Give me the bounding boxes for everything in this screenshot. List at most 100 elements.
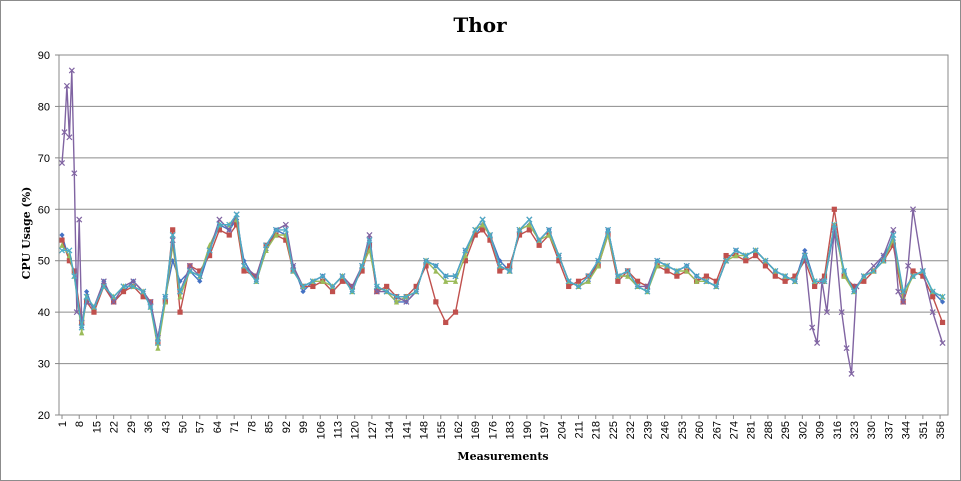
data-point [216, 216, 223, 223]
y-tick-label: 70 [38, 153, 50, 165]
data-point [566, 283, 572, 290]
data-point [792, 273, 798, 279]
x-tick-label: 169 [470, 421, 482, 439]
data-point [693, 273, 700, 280]
y-tick-label: 30 [38, 359, 50, 371]
series-5 [58, 211, 946, 347]
data-point [78, 324, 85, 331]
x-tick-label: 274 [728, 421, 740, 439]
x-tick-label: 232 [625, 421, 637, 439]
data-point [920, 273, 926, 279]
data-point [71, 268, 77, 274]
data-point [300, 288, 306, 295]
data-point [186, 267, 193, 275]
data-point [66, 258, 72, 264]
x-tick-label: 99 [298, 421, 310, 433]
data-point [910, 206, 917, 213]
axes: 20 30 40 50 60 70 80 90 1 8 15 22 29 36 43 50 57 64 71 78 85… [38, 50, 949, 439]
data-point [801, 252, 808, 259]
data-point [432, 262, 439, 269]
data-point [762, 257, 769, 264]
series-4 [58, 67, 946, 377]
data-point [526, 216, 533, 223]
data-point [585, 273, 592, 280]
x-tick-label: 351 [918, 421, 930, 439]
data-point [823, 309, 830, 316]
data-point [575, 283, 582, 290]
x-tick-label: 113 [332, 421, 344, 439]
data-point [545, 226, 553, 233]
data-point [890, 226, 897, 233]
y-tick-label: 40 [38, 307, 50, 319]
x-tick-label: 302 [797, 421, 809, 439]
data-point [762, 263, 769, 269]
data-point [838, 309, 845, 316]
data-point [526, 227, 532, 233]
data-point [282, 226, 289, 233]
data-point [812, 283, 818, 290]
data-point [536, 237, 543, 244]
data-point [177, 288, 184, 295]
data-point [479, 221, 486, 228]
data-point [821, 278, 828, 285]
data-point [614, 273, 621, 280]
data-point [233, 211, 240, 218]
data-point [186, 262, 193, 269]
data-point [575, 278, 582, 284]
data-point [753, 252, 759, 259]
x-tick-label: 134 [384, 421, 396, 439]
data-point [169, 231, 176, 239]
x-tick-label: 225 [608, 421, 620, 439]
data-point [516, 226, 523, 233]
data-point [413, 283, 419, 290]
data-point [177, 293, 183, 300]
x-tick-label: 253 [677, 421, 689, 439]
data-point [234, 222, 240, 228]
x-tick-label: 43 [160, 421, 172, 433]
data-point [536, 242, 542, 248]
data-point [733, 252, 739, 259]
data-point [743, 258, 749, 264]
y-tick-label: 20 [38, 410, 50, 422]
data-point [79, 329, 85, 336]
data-point [673, 267, 680, 275]
data-point [683, 262, 690, 269]
data-point [929, 288, 936, 295]
data-point [556, 258, 562, 264]
data-point [802, 247, 808, 254]
data-point [61, 129, 68, 136]
x-tick-label: 267 [711, 421, 723, 439]
y-axis-title: CPU Usage (%) [20, 187, 33, 280]
data-point [565, 278, 572, 285]
x-tick-label: 337 [883, 421, 895, 439]
x-tick-label: 85 [264, 421, 276, 433]
x-tick-label: 183 [505, 421, 517, 439]
x-tick-label: 1 [57, 421, 69, 427]
chart-title: Thor [453, 13, 507, 37]
data-point [772, 273, 778, 279]
data-point [723, 257, 730, 264]
data-point [910, 268, 916, 274]
data-point [462, 252, 468, 259]
x-tick-label: 218 [591, 421, 603, 439]
data-point [300, 283, 307, 290]
data-point [110, 298, 117, 305]
data-point [684, 267, 690, 274]
data-point [939, 299, 946, 305]
x-tick-label: 281 [746, 421, 758, 439]
data-point [359, 262, 366, 269]
data-point [585, 278, 591, 284]
data-point [162, 293, 169, 300]
data-point [848, 370, 855, 377]
data-point [329, 283, 336, 290]
data-point [664, 262, 671, 269]
data-point [140, 294, 146, 300]
data-point [713, 283, 720, 290]
data-point [487, 237, 493, 243]
data-point [59, 232, 65, 238]
x-tick-label: 288 [763, 421, 775, 439]
data-point [654, 257, 661, 264]
x-tick-label: 78 [246, 421, 258, 433]
data-point [634, 278, 641, 284]
data-point [216, 227, 223, 233]
